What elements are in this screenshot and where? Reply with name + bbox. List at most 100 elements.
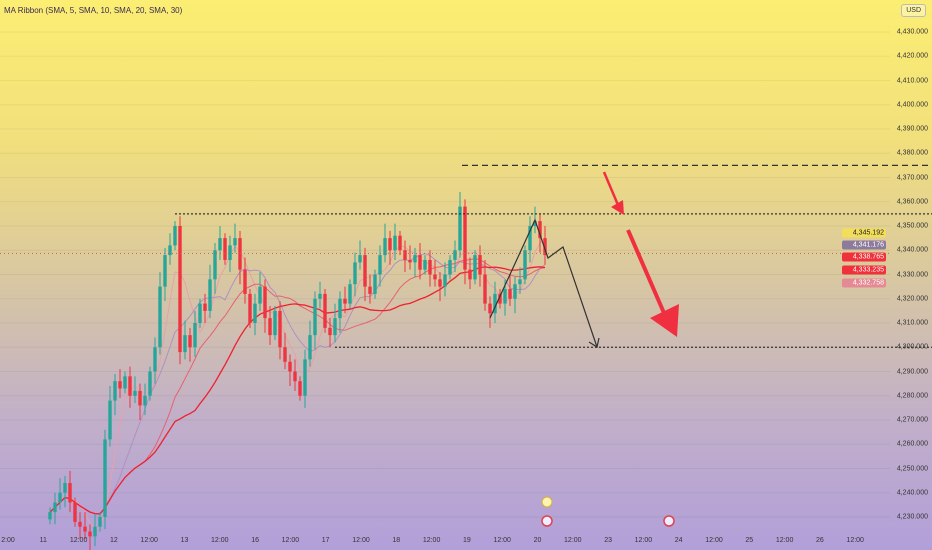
y-tick-label: 4,290.000 bbox=[896, 368, 928, 375]
x-tick-label: 18 bbox=[392, 537, 401, 544]
x-tick-label: 12 bbox=[109, 537, 118, 544]
sma-5-line bbox=[49, 237, 546, 530]
red-arrow-large bbox=[626, 229, 666, 314]
candle-body bbox=[53, 502, 57, 513]
x-tick-label: 16 bbox=[251, 537, 259, 544]
candle-body bbox=[473, 255, 477, 280]
candle-body bbox=[113, 381, 117, 401]
candle-body bbox=[393, 235, 397, 251]
candle-body bbox=[338, 298, 342, 319]
x-tick-label: 12:00 bbox=[211, 537, 229, 544]
x-tick-label: 12:00 bbox=[846, 537, 864, 544]
y-tick-label: 4,330.000 bbox=[896, 271, 928, 278]
y-tick-label: 4,260.000 bbox=[896, 440, 928, 448]
candle-body bbox=[208, 279, 212, 311]
candle-body bbox=[218, 238, 222, 251]
candle-body bbox=[403, 250, 407, 260]
candle-body bbox=[383, 238, 387, 256]
x-tick-label: 23 bbox=[604, 537, 612, 544]
candle-body bbox=[73, 502, 77, 522]
candle-body bbox=[68, 483, 72, 503]
candle-body bbox=[343, 298, 347, 304]
candle-body bbox=[378, 255, 382, 275]
candle-body bbox=[273, 310, 277, 336]
x-tick-label: 12:00 bbox=[564, 537, 582, 544]
candle-body bbox=[128, 376, 132, 396]
candle-body bbox=[408, 259, 412, 263]
y-tick-label: 4,270.000 bbox=[896, 416, 928, 424]
candle-body bbox=[478, 255, 482, 275]
candle-body bbox=[333, 318, 337, 336]
candle-body bbox=[303, 359, 307, 396]
y-tick-label: 4,400.000 bbox=[896, 101, 928, 109]
y-tick-label: 4,370.000 bbox=[896, 174, 928, 181]
candle-body bbox=[198, 303, 202, 323]
candle-body bbox=[88, 531, 92, 537]
candle-body bbox=[318, 293, 322, 299]
sma-10-line bbox=[49, 253, 546, 515]
projection-arrowhead bbox=[588, 337, 600, 348]
candle-body bbox=[418, 255, 422, 270]
candle-body bbox=[158, 286, 162, 348]
candle-body bbox=[308, 335, 312, 360]
candle-body bbox=[538, 221, 542, 239]
x-tick-label: 13 bbox=[180, 537, 189, 544]
x-tick-label: 12:00 bbox=[281, 537, 300, 544]
x-tick-label: 12:00 bbox=[422, 537, 441, 544]
candle-body bbox=[203, 303, 207, 311]
candle-body bbox=[133, 390, 137, 396]
candle-body bbox=[503, 289, 507, 304]
x-tick-label: 12:00 bbox=[634, 537, 653, 544]
red-arrow-large-head bbox=[650, 304, 679, 337]
candle-body bbox=[233, 238, 237, 246]
candle-body bbox=[83, 526, 87, 532]
candle-body bbox=[193, 323, 197, 348]
currency-button[interactable]: USD bbox=[901, 4, 926, 17]
candle-body bbox=[423, 259, 427, 270]
candle-body bbox=[523, 250, 527, 280]
candle-body bbox=[453, 250, 457, 260]
y-tick-label: 4,320.000 bbox=[896, 295, 928, 303]
candle-body bbox=[173, 226, 177, 246]
earnings-event-icon bbox=[541, 496, 553, 508]
y-tick-label: 4,250.000 bbox=[896, 465, 928, 472]
candle-body bbox=[213, 250, 217, 280]
candle-body bbox=[168, 245, 172, 256]
candle-body bbox=[293, 371, 297, 382]
candle-body bbox=[373, 274, 377, 294]
candle-body bbox=[428, 259, 432, 275]
economic-event-icon bbox=[663, 515, 675, 527]
x-tick-label: 26 bbox=[815, 537, 824, 544]
candle-body bbox=[438, 279, 442, 287]
x-tick-label: 24 bbox=[674, 537, 683, 544]
candle-body bbox=[518, 279, 522, 285]
indicator-legend[interactable]: MA Ribbon (SMA, 5, SMA, 10, SMA, 20, SMA… bbox=[4, 6, 183, 15]
candle-body bbox=[363, 255, 367, 287]
candle-body bbox=[253, 303, 257, 323]
candle-body bbox=[543, 238, 547, 256]
candle-body bbox=[278, 310, 282, 348]
x-tick-label: 12:00 bbox=[352, 537, 370, 544]
y-tick-label: 4,380.000 bbox=[896, 149, 928, 157]
candle-body bbox=[188, 335, 192, 348]
candle-body bbox=[178, 226, 182, 353]
candle-body bbox=[468, 269, 472, 280]
y-tick-label: 4,430.000 bbox=[896, 28, 928, 36]
price-label: 4,345.192 bbox=[842, 228, 886, 238]
sma-30-line bbox=[49, 266, 546, 515]
candle-body bbox=[283, 347, 287, 362]
x-tick-label: 17 bbox=[321, 537, 330, 544]
economic-event-icon bbox=[541, 515, 553, 527]
candle-body bbox=[353, 262, 357, 285]
candle-body bbox=[513, 284, 517, 299]
candle-body bbox=[488, 303, 492, 314]
x-tick-label: 20 bbox=[533, 537, 542, 544]
candle-body bbox=[413, 255, 417, 263]
candle-body bbox=[98, 517, 102, 527]
candle-body bbox=[448, 259, 452, 275]
candle-body bbox=[48, 512, 52, 520]
candle-body bbox=[163, 255, 167, 287]
candle-body bbox=[328, 327, 332, 336]
candle-body bbox=[118, 381, 122, 389]
